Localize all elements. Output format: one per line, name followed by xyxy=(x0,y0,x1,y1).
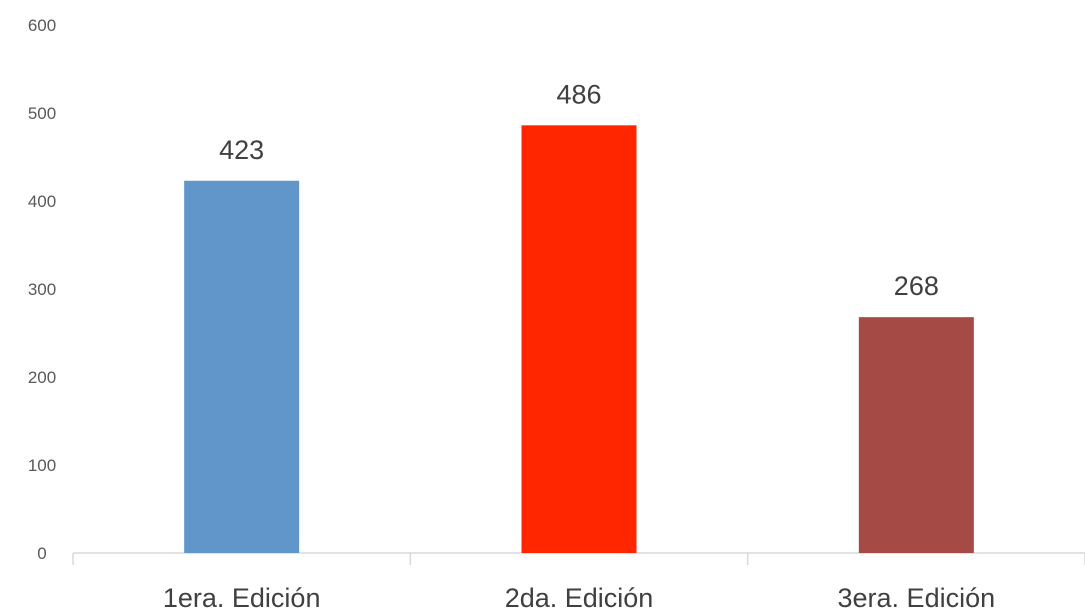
y-tick-label-400: 400 xyxy=(28,192,56,211)
bar-2 xyxy=(521,125,637,553)
data-label-1: 423 xyxy=(219,135,264,165)
data-label-3: 268 xyxy=(894,271,939,301)
category-label-3: 3era. Edición xyxy=(838,583,996,613)
bars xyxy=(184,125,974,553)
y-axis-ticks: 0 100 200 300 400 500 600 xyxy=(28,16,56,563)
category-label-2: 2da. Edición xyxy=(505,583,654,613)
y-tick-label-200: 200 xyxy=(28,368,56,387)
y-tick-label-0: 0 xyxy=(37,544,46,563)
y-tick-label-600: 600 xyxy=(28,16,56,35)
bar-1 xyxy=(184,180,300,553)
category-label-1: 1era. Edición xyxy=(163,583,321,613)
x-axis-tick-marks xyxy=(72,553,1085,565)
y-tick-label-100: 100 xyxy=(28,456,56,475)
y-tick-label-300: 300 xyxy=(28,280,56,299)
category-labels: 1era. Edición 2da. Edición 3era. Edición xyxy=(163,583,995,613)
data-label-2: 486 xyxy=(556,79,601,109)
bar-3 xyxy=(858,317,974,553)
data-labels: 423 486 268 xyxy=(219,79,939,301)
y-tick-label-500: 500 xyxy=(28,104,56,123)
